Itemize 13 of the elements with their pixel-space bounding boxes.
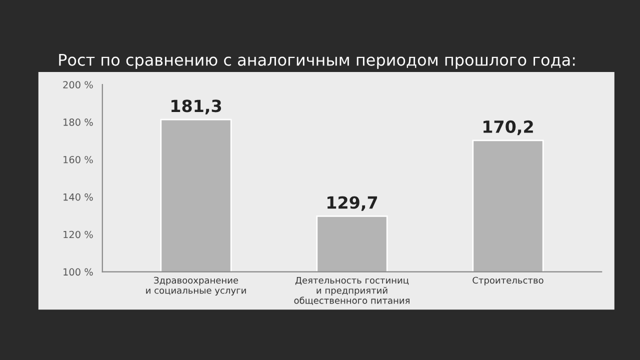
y-tick-label: 200 % xyxy=(63,81,93,88)
y-tick-label: 120 % xyxy=(64,230,93,238)
y-tick-label: 180 % xyxy=(64,118,93,126)
x-tick-label: Строительство xyxy=(472,276,544,286)
data-label: 170,2 xyxy=(484,120,533,136)
x-tick-label: Здравоохранение и социальные услуги xyxy=(146,276,246,296)
data-label: 181,3 xyxy=(172,100,222,114)
y-tick-label: 100 % xyxy=(64,268,93,276)
x-tick-label: Деятельность гостиниц и предприятий общественного питания xyxy=(294,276,410,305)
y-tick-label: 140 % xyxy=(64,193,93,201)
chart-title: Рост по сравнению с аналогичным периодом прошлого года: xyxy=(59,54,575,69)
y-tick-label: 160 % xyxy=(64,156,93,164)
data-label: 129,7 xyxy=(328,196,378,211)
